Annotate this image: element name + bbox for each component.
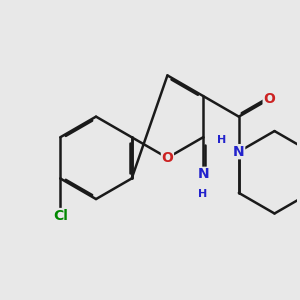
Text: N: N bbox=[197, 167, 209, 181]
Text: Cl: Cl bbox=[53, 208, 68, 223]
Text: H: H bbox=[217, 135, 226, 145]
Text: O: O bbox=[161, 151, 173, 165]
Text: N: N bbox=[233, 145, 244, 159]
Text: O: O bbox=[263, 92, 275, 106]
Text: H: H bbox=[199, 189, 208, 199]
